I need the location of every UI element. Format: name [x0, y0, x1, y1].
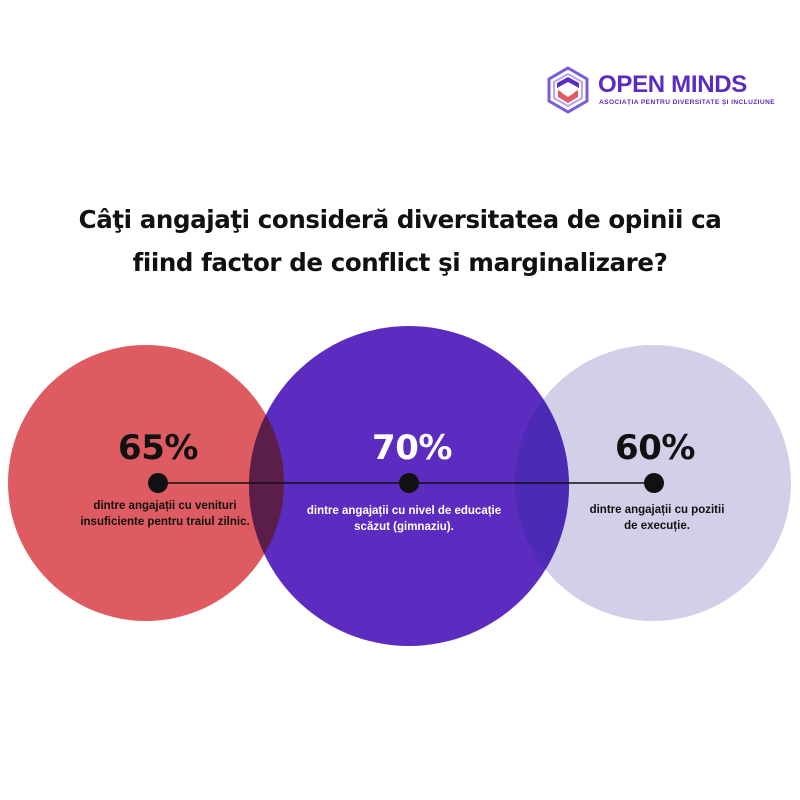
- stat-value-3: 60%: [615, 428, 695, 468]
- brand-logo: OPEN MINDS ASOCIAȚIA PENTRU DIVERSITATE …: [546, 66, 776, 114]
- stat-label-1-line-1: dintre angajații cu venituri: [93, 500, 237, 512]
- page-title-line-2: fiind factor de conflict şi marginalizar…: [132, 248, 668, 277]
- stat-label-1: dintre angajații cu venituri insuficient…: [50, 498, 280, 530]
- connector-dot-2: [399, 473, 419, 493]
- stat-label-3-line-2: de execuție.: [624, 520, 690, 532]
- stat-label-2-line-1: dintre angajații cu nivel de educație: [306, 505, 502, 517]
- brand-name: OPEN MINDS: [598, 71, 748, 98]
- stat-circle-red: [8, 345, 284, 621]
- stat-label-2: dintre angajații cu nivel de educație sc…: [289, 503, 519, 535]
- brand-tagline: ASOCIAȚIA PENTRU DIVERSITATE ȘI INCLUZIU…: [599, 99, 776, 106]
- stats-circles-graphic: [8, 326, 791, 646]
- stats-diagram: 65% dintre angajații cu venituri insufic…: [0, 320, 800, 650]
- stat-label-3: dintre angajații cu pozitii de execuție.: [542, 502, 772, 534]
- stat-label-1-line-2: insuficiente pentru traiul zilnic.: [80, 516, 250, 528]
- stat-label-3-line-1: dintre angajații cu pozitii: [589, 504, 725, 516]
- page-title: Câţi angajaţi consideră diversitatea de …: [30, 198, 770, 284]
- page-title-line-1: Câţi angajaţi consideră diversitatea de …: [78, 205, 722, 234]
- connector-dot-3: [644, 473, 664, 493]
- stat-label-2-line-2: scăzut (gimnaziu).: [354, 521, 454, 533]
- stat-value-1: 65%: [118, 428, 198, 468]
- open-minds-logo-icon: [547, 66, 589, 114]
- stat-value-2: 70%: [372, 428, 452, 468]
- connector-dot-1: [148, 473, 168, 493]
